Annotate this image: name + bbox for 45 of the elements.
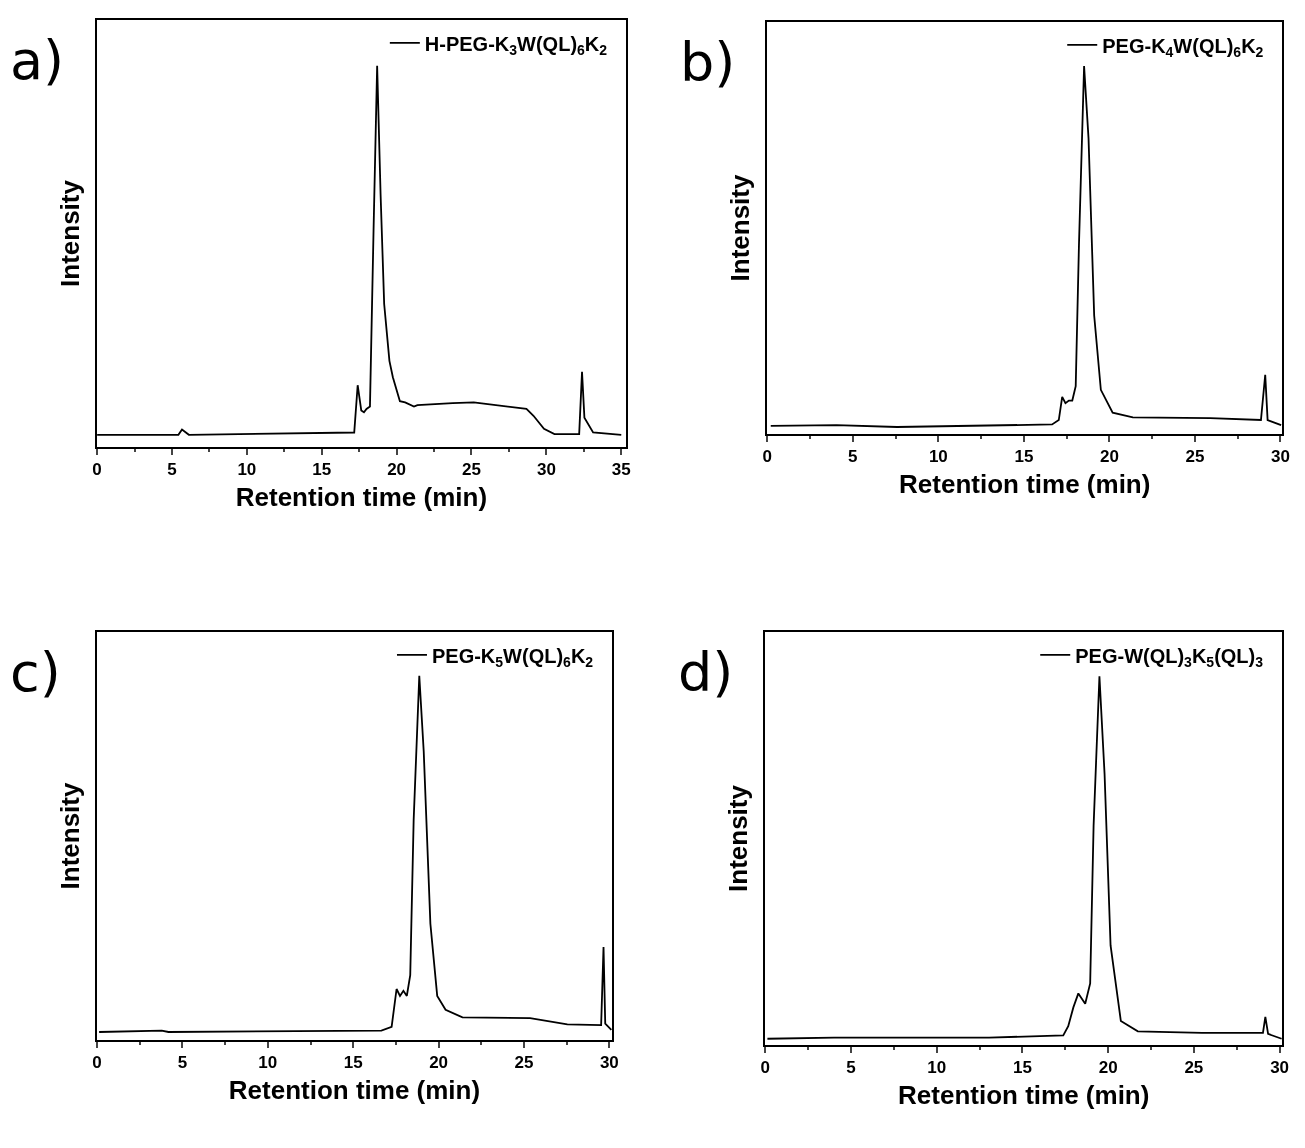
x-axis-title: Retention time (min) <box>899 469 1151 500</box>
x-tick-label: 25 <box>462 460 481 480</box>
x-tick-label: 20 <box>387 460 407 480</box>
x-tick-label: 35 <box>611 460 631 480</box>
x-tick-label: 25 <box>514 1053 534 1073</box>
chart-title: d) <box>678 641 734 704</box>
x-tick-label: 30 <box>1270 447 1290 467</box>
y-axis-title: Intensity <box>55 782 86 890</box>
x-tick-label: 15 <box>1013 1058 1032 1078</box>
x-tick-label: 0 <box>92 460 102 480</box>
x-tick-label: 20 <box>1098 1058 1118 1078</box>
x-tick-label: 5 <box>177 1053 188 1073</box>
legend-label: PEG-K$_{4}$W(QL)$_{6}$K$_{2}$ <box>1102 34 1264 60</box>
x-tick-label: 15 <box>312 460 332 480</box>
chart-title: c) <box>10 641 61 704</box>
x-tick-label: 5 <box>848 447 858 467</box>
x-tick-label: 20 <box>1099 447 1119 467</box>
x-tick-label: 30 <box>536 460 556 480</box>
legend-label: H-PEG-K$_{3}$W(QL)$_{6}$K$_{2}$ <box>424 32 608 58</box>
x-tick-label: 15 <box>1014 447 1034 467</box>
x-axis-title: Retention time (min) <box>898 1080 1150 1111</box>
y-axis-title: Intensity <box>55 179 86 287</box>
x-tick-label: 5 <box>846 1058 856 1078</box>
legend-label: PEG-K$_{5}$W(QL)$_{6}$K$_{2}$ <box>431 644 594 670</box>
x-tick-label: 25 <box>1185 447 1205 467</box>
y-axis-title: Intensity <box>725 174 756 282</box>
chart-title: a) <box>10 29 65 92</box>
legend-label: PEG-W(QL)$_{3}$K$_{5}$(QL)$_{3}$ <box>1075 644 1264 670</box>
chart-title: b) <box>680 31 736 94</box>
x-axis-title: Retention time (min) <box>235 482 488 513</box>
x-tick-label: 25 <box>1184 1058 1204 1078</box>
x-tick-label: 30 <box>1270 1058 1290 1078</box>
y-axis-title: Intensity <box>723 784 754 892</box>
x-tick-label: 10 <box>258 1053 278 1073</box>
x-tick-label: 0 <box>760 1058 771 1078</box>
x-tick-label: 10 <box>237 460 257 480</box>
x-axis-title: Retention time (min) <box>228 1075 481 1106</box>
x-tick-label: 10 <box>928 447 948 467</box>
x-tick-label: 30 <box>599 1053 619 1073</box>
x-tick-label: 20 <box>429 1053 449 1073</box>
x-tick-label: 5 <box>167 460 177 480</box>
x-tick-label: 10 <box>927 1058 947 1078</box>
x-tick-label: 0 <box>92 1053 102 1073</box>
x-tick-label: 0 <box>762 447 773 467</box>
x-tick-label: 15 <box>343 1053 363 1073</box>
